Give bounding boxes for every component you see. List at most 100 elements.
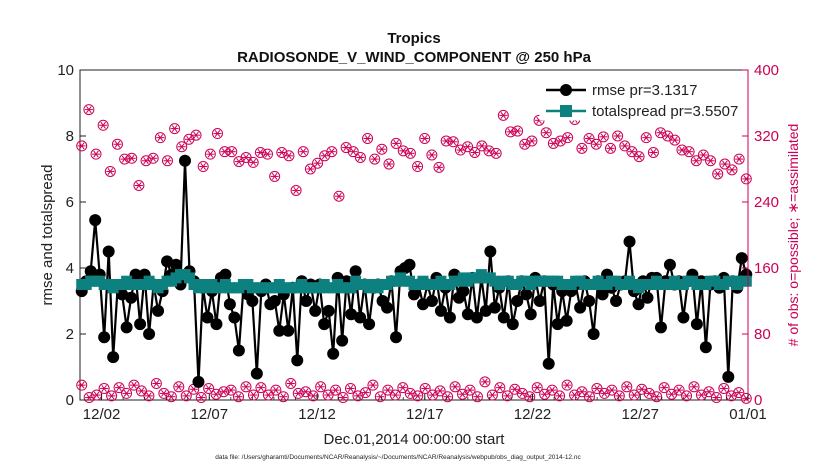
obs-marker: [226, 146, 238, 158]
obs-assimilated-star: [287, 379, 294, 388]
obs-assimilated-star: [600, 133, 607, 141]
y-tick-label: 2: [66, 326, 74, 343]
obs-marker: [354, 151, 366, 163]
obs-assimilated-star: [250, 158, 257, 166]
obs-possible-circle: [673, 384, 685, 396]
obs-marker: [204, 148, 216, 160]
obs-marker: [576, 142, 588, 154]
obs-possible-circle: [561, 379, 573, 391]
rmse-point: [722, 370, 735, 383]
obs-marker: [247, 389, 259, 401]
obs-possible-circle: [621, 381, 633, 393]
obs-assimilated-star: [100, 121, 106, 129]
obs-assimilated-star: [250, 391, 257, 399]
obs-possible-circle: [412, 390, 424, 402]
obs-assimilated-star: [329, 148, 335, 156]
obs-possible-circle: [546, 384, 558, 396]
obs-assimilated-star: [607, 144, 614, 152]
rmse-point: [457, 285, 470, 298]
obs-possible-circle: [369, 153, 381, 165]
obs-possible-circle: [76, 379, 88, 391]
obs-marker: [613, 390, 625, 402]
obs-marker: [97, 119, 109, 131]
obs-assimilated-star: [213, 390, 219, 398]
obs-assimilated-star: [153, 379, 160, 388]
y-tick-label: 6: [66, 194, 74, 211]
obs-assimilated-star: [643, 134, 650, 142]
obs-marker: [128, 379, 140, 391]
obs-marker: [269, 170, 281, 182]
obs-possible-circle: [383, 158, 395, 170]
obs-marker: [390, 137, 402, 149]
obs-possible-circle: [703, 386, 715, 398]
obs-possible-circle: [98, 382, 110, 394]
obs-assimilated-star: [707, 157, 714, 165]
obs-possible-circle: [190, 129, 202, 141]
obs-possible-circle: [376, 143, 388, 155]
rmse-point: [583, 295, 596, 307]
obs-assimilated-star: [549, 386, 555, 394]
obs-possible-circle: [270, 384, 282, 396]
obs-marker: [276, 147, 288, 158]
rmse-point: [291, 354, 304, 367]
obs-assimilated-star: [407, 149, 414, 157]
obs-assimilated-star: [86, 106, 92, 114]
obs-assimilated-star: [557, 137, 564, 145]
obs-assimilated-star: [541, 390, 548, 398]
obs-assimilated-star: [336, 192, 342, 200]
obs-marker: [330, 384, 342, 396]
plot-area: [79, 69, 749, 401]
obs-marker: [382, 384, 394, 396]
obs-assimilated-star: [489, 391, 496, 399]
obs-assimilated-star: [161, 389, 167, 397]
obs-marker: [225, 384, 237, 396]
obs-assimilated-star: [171, 125, 178, 133]
obs-possible-circle: [497, 109, 509, 121]
obs-assimilated-star: [459, 390, 466, 398]
obs-assimilated-star: [614, 132, 621, 140]
obs-possible-circle: [633, 151, 645, 163]
obs-possible-circle: [705, 155, 717, 167]
rmse-point: [219, 268, 232, 281]
obs-marker: [113, 382, 125, 394]
obs-assimilated-star: [265, 391, 272, 399]
obs-marker: [326, 146, 338, 158]
obs-assimilated-star: [357, 153, 364, 161]
obs-marker: [690, 155, 702, 167]
obs-possible-circle: [710, 392, 722, 404]
obs-assimilated-star: [340, 394, 346, 402]
obs-assimilated-star: [586, 393, 593, 401]
obs-marker: [733, 153, 745, 165]
obs-possible-circle: [158, 387, 170, 399]
obs-possible-circle: [83, 104, 95, 116]
rmse-point: [470, 311, 483, 324]
obs-possible-circle: [486, 389, 498, 401]
obs-possible-circle: [676, 144, 688, 156]
obs-possible-circle: [247, 156, 259, 168]
obs-assimilated-star: [273, 386, 279, 394]
obs-assimilated-star: [136, 182, 142, 189]
axis-layer: 0 2 4 6 8 10 0 80 160 240 320 400 12/02 12/07 12/12 12/…: [57, 62, 779, 423]
obs-marker: [347, 146, 359, 158]
rmse-point: [98, 331, 111, 344]
obs-marker: [583, 132, 595, 144]
obs-possible-circle: [367, 379, 379, 391]
obs-marker: [569, 389, 581, 401]
rmse-point: [223, 298, 236, 311]
obs-marker: [150, 378, 162, 389]
obs-marker: [546, 384, 558, 396]
obs-possible-circle: [290, 184, 302, 196]
obs-possible-circle: [204, 148, 216, 160]
obs-marker: [173, 381, 185, 393]
obs-assimilated-star: [631, 391, 638, 399]
obs-assimilated-star: [504, 392, 511, 400]
obs-marker: [681, 390, 693, 402]
obs-marker: [606, 384, 618, 396]
obs-marker: [337, 392, 349, 404]
obs-marker: [426, 149, 438, 161]
obs-assimilated-star: [393, 139, 399, 147]
obs-possible-circle: [312, 157, 324, 169]
obs-assimilated-star: [407, 389, 414, 397]
obs-marker: [705, 155, 717, 167]
